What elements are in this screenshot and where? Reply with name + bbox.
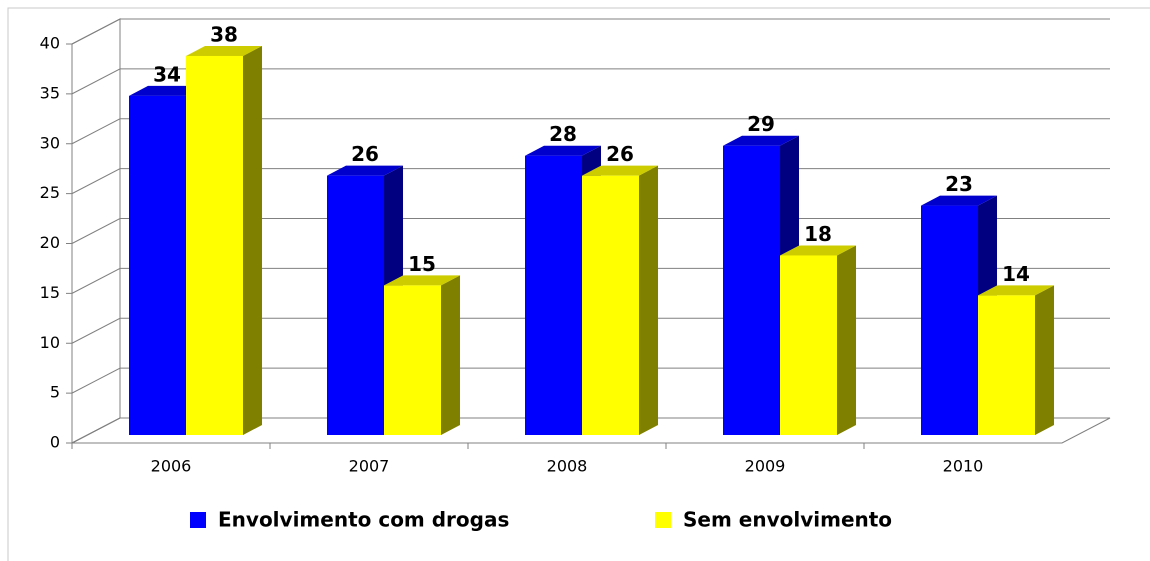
grid-line xyxy=(71,18,1110,45)
bar-side xyxy=(243,45,262,435)
bar xyxy=(921,205,978,435)
bar xyxy=(978,295,1035,435)
bar xyxy=(582,175,639,435)
bar xyxy=(186,55,243,435)
bar xyxy=(129,95,186,435)
y-tick-label: 30 xyxy=(40,133,60,152)
y-tick-label: 35 xyxy=(40,83,60,102)
value-label: 38 xyxy=(210,22,238,46)
bar-side xyxy=(837,245,856,435)
grid-line xyxy=(71,118,1110,145)
y-tick-label: 25 xyxy=(40,183,60,202)
bar-top xyxy=(186,45,262,56)
value-label: 34 xyxy=(153,62,181,86)
legend-label: Sem envolvimento xyxy=(683,508,892,532)
bar-top xyxy=(780,245,856,256)
value-label: 26 xyxy=(351,142,379,166)
bar-top xyxy=(723,135,799,146)
bar-top xyxy=(978,285,1054,296)
value-label: 15 xyxy=(408,252,436,276)
legend-swatch xyxy=(190,512,206,528)
x-tick-label: 2007 xyxy=(349,457,390,476)
x-tick-label: 2008 xyxy=(547,457,588,476)
value-label: 28 xyxy=(549,122,577,146)
value-label: 26 xyxy=(606,142,634,166)
bar xyxy=(384,285,441,435)
bar xyxy=(780,255,837,435)
bar-side xyxy=(1035,285,1054,435)
bar xyxy=(327,175,384,435)
value-label: 29 xyxy=(747,112,775,136)
value-label: 23 xyxy=(945,172,973,196)
y-tick-label: 20 xyxy=(40,233,60,252)
x-tick-label: 2009 xyxy=(745,457,786,476)
legend-swatch xyxy=(655,512,671,528)
y-tick-label: 15 xyxy=(40,283,60,302)
x-tick-label: 2010 xyxy=(943,457,984,476)
y-tick-label: 40 xyxy=(40,34,60,53)
y-tick-label: 0 xyxy=(50,433,60,452)
y-tick-label: 5 xyxy=(50,383,60,402)
frame xyxy=(7,7,1150,561)
value-label: 18 xyxy=(804,222,832,246)
bar xyxy=(723,145,780,435)
bar-top xyxy=(525,145,601,156)
value-label: 14 xyxy=(1002,262,1030,286)
bar xyxy=(525,155,582,435)
bar-side xyxy=(441,275,460,435)
x-tick-label: 2006 xyxy=(151,457,192,476)
bar-top xyxy=(327,165,403,176)
bar-side xyxy=(639,165,658,435)
bar-top xyxy=(384,275,460,286)
y-tick-label: 10 xyxy=(40,333,60,352)
bar-top xyxy=(921,195,997,206)
grid-line xyxy=(71,68,1110,95)
bar-top xyxy=(582,165,658,176)
legend-label: Envolvimento com drogas xyxy=(218,508,509,532)
